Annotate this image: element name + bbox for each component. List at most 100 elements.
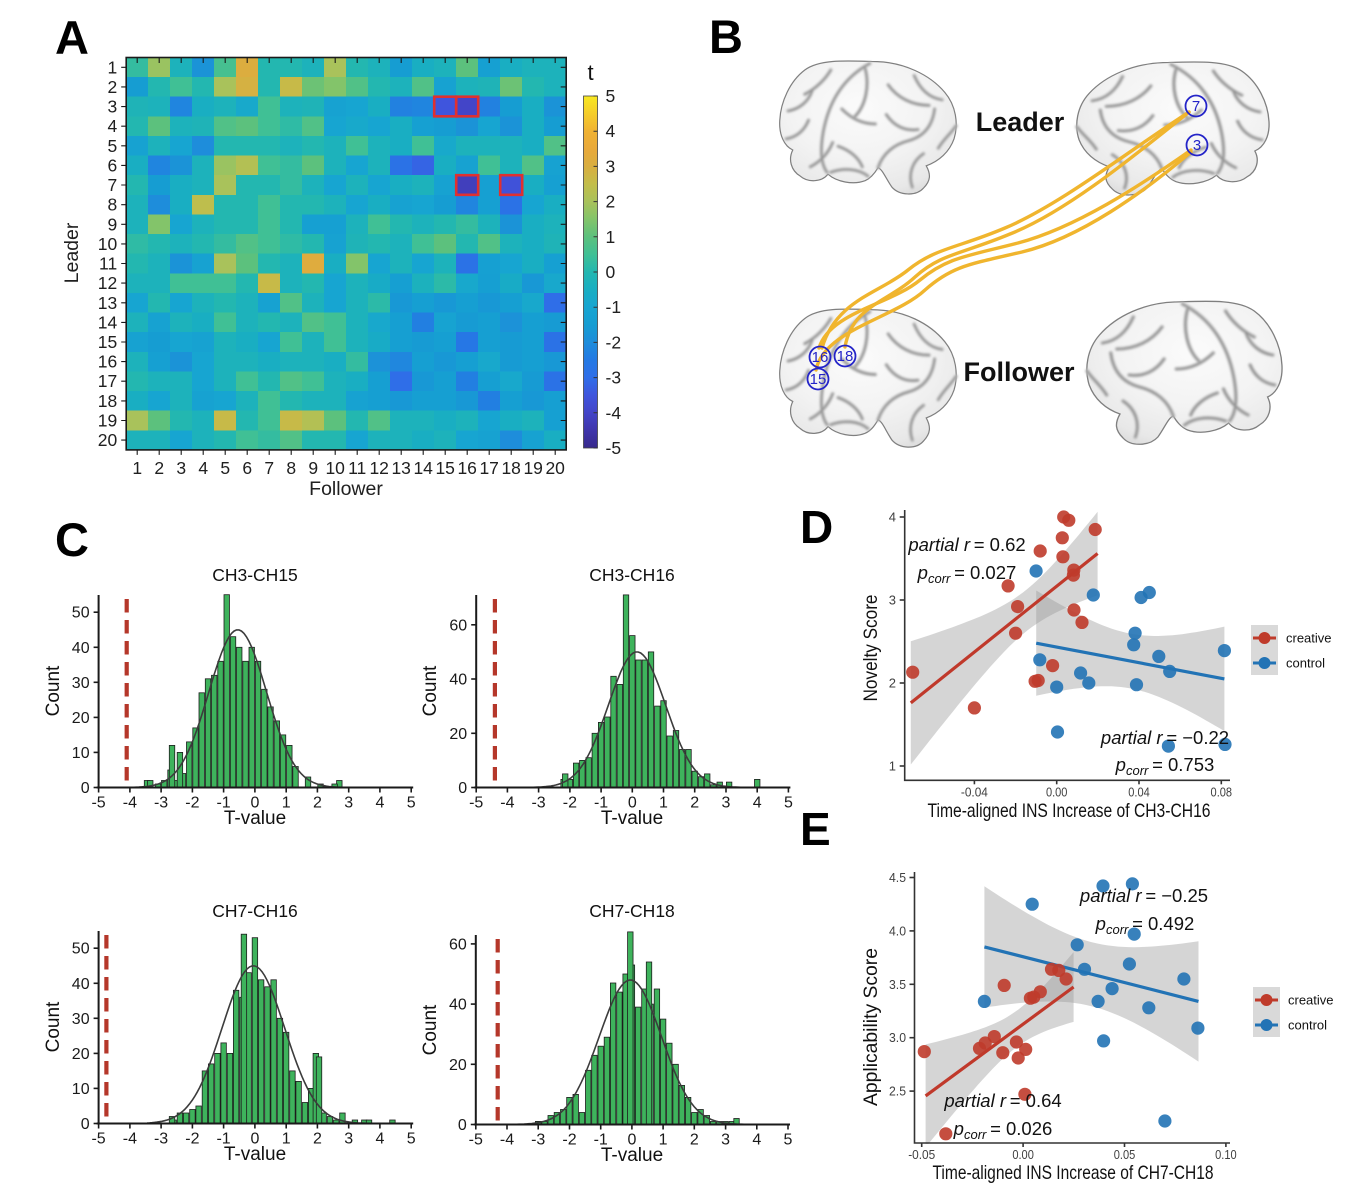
svg-text:17: 17 [479,458,498,478]
svg-text:3.0: 3.0 [889,1030,906,1045]
svg-text:3: 3 [344,795,353,812]
svg-text:creative: creative [1288,993,1334,1008]
svg-text:19: 19 [98,411,117,431]
svg-text:-1: -1 [594,795,608,812]
svg-text:5: 5 [407,1131,416,1148]
svg-text:A: A [55,11,89,64]
svg-text:40: 40 [72,976,90,993]
svg-text:11: 11 [99,254,117,274]
svg-text:17: 17 [98,371,117,391]
svg-text:6: 6 [107,155,117,175]
svg-text:Count: Count [420,665,441,716]
svg-text:Count: Count [420,1004,441,1055]
svg-text:-3: -3 [531,795,545,812]
svg-text:4.0: 4.0 [889,923,906,938]
svg-text:8: 8 [286,458,296,478]
svg-text:13: 13 [391,458,410,478]
svg-text:Time-aligned INS Increase of C: Time-aligned INS Increase of CH7-CH18 [933,1162,1214,1184]
svg-text:Applicability Score: Applicability Score [860,948,882,1106]
svg-text:40: 40 [72,640,90,657]
svg-text:5: 5 [606,86,616,106]
svg-text:Count: Count [43,665,64,716]
svg-text:19: 19 [523,458,542,478]
svg-text:7: 7 [264,458,274,478]
svg-text:1: 1 [659,1132,668,1149]
svg-text:-5: -5 [91,795,105,812]
svg-text:7: 7 [107,175,117,195]
svg-text:-4: -4 [123,795,137,812]
svg-text:15: 15 [435,458,454,478]
svg-text:pcorr = 0.026: pcorr = 0.026 [953,1118,1053,1142]
svg-text:12: 12 [369,458,388,478]
svg-text:0.08: 0.08 [1211,785,1233,800]
svg-text:1: 1 [107,57,117,77]
svg-text:-2: -2 [185,1131,199,1148]
svg-text:T-value: T-value [601,1145,663,1166]
svg-text:partial r = −0.25: partial r = −0.25 [1079,885,1208,906]
svg-text:20: 20 [449,726,467,743]
svg-text:0.10: 0.10 [1215,1147,1237,1162]
svg-text:18: 18 [501,458,520,478]
svg-text:18: 18 [98,391,117,411]
svg-text:9: 9 [107,214,117,234]
svg-text:16: 16 [812,349,829,366]
svg-text:40: 40 [449,672,467,689]
svg-text:14: 14 [413,458,433,478]
svg-text:-1: -1 [216,1131,230,1148]
svg-text:2: 2 [606,192,616,212]
svg-text:30: 30 [72,1011,90,1028]
svg-text:t: t [588,60,594,85]
svg-text:5: 5 [784,1132,793,1149]
svg-text:partial r = 0.64: partial r = 0.64 [943,1090,1061,1111]
svg-text:3: 3 [107,97,117,117]
svg-text:-3: -3 [531,1132,545,1149]
svg-text:-4: -4 [500,795,514,812]
svg-text:Follower: Follower [963,357,1074,387]
svg-text:1: 1 [889,759,896,774]
svg-text:16: 16 [457,458,476,478]
svg-text:5: 5 [784,795,793,812]
svg-text:0.00: 0.00 [1012,1147,1034,1162]
svg-text:0.00: 0.00 [1046,785,1068,800]
svg-text:-0.05: -0.05 [908,1147,935,1162]
svg-text:4: 4 [606,121,616,141]
svg-text:-1: -1 [606,297,622,317]
svg-text:-4: -4 [606,403,622,423]
svg-text:12: 12 [98,273,117,293]
svg-text:8: 8 [107,195,117,215]
svg-text:-3: -3 [606,368,622,388]
svg-text:3: 3 [721,1132,730,1149]
svg-text:Time-aligned INS Increase of C: Time-aligned INS Increase of CH3-CH16 [928,800,1211,822]
svg-text:13: 13 [98,293,117,313]
svg-text:Leader: Leader [976,107,1065,137]
svg-text:pcorr = 0.492: pcorr = 0.492 [1095,913,1195,937]
svg-text:10: 10 [98,234,118,254]
svg-text:4: 4 [375,795,384,812]
svg-text:2: 2 [313,1131,322,1148]
svg-text:4: 4 [107,116,117,136]
svg-text:0: 0 [627,1132,636,1149]
svg-text:control: control [1288,1018,1327,1033]
svg-text:5: 5 [407,795,416,812]
svg-text:0: 0 [628,795,637,812]
svg-text:-1: -1 [216,795,230,812]
svg-text:5: 5 [107,136,117,156]
svg-text:15: 15 [810,371,827,388]
svg-text:CH7-CH18: CH7-CH18 [589,901,675,921]
svg-text:1: 1 [606,227,616,247]
svg-text:0.04: 0.04 [1128,785,1150,800]
svg-text:-5: -5 [469,1132,483,1149]
svg-text:20: 20 [545,458,565,478]
svg-text:2: 2 [107,77,117,97]
svg-text:-5: -5 [606,438,622,458]
svg-text:E: E [800,803,831,855]
svg-text:9: 9 [308,458,318,478]
svg-text:4: 4 [889,510,896,525]
svg-text:60: 60 [449,936,467,953]
svg-text:partial r = −0.22: partial r = −0.22 [1100,727,1229,748]
svg-text:Novelty Score: Novelty Score [860,595,882,702]
svg-text:14: 14 [98,312,118,332]
svg-text:control: control [1286,656,1325,671]
svg-text:-4: -4 [123,1131,137,1148]
svg-text:50: 50 [72,605,90,622]
